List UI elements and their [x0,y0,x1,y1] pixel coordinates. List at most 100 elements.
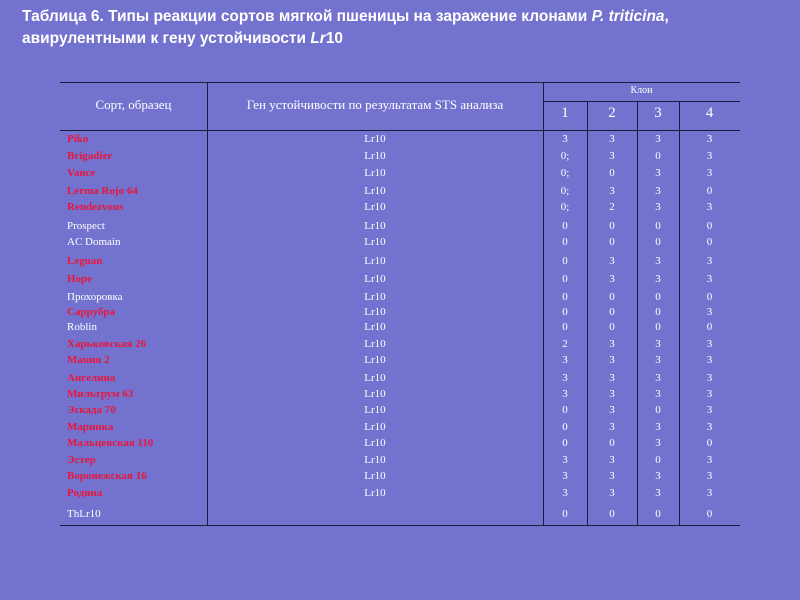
variety-name: Мальцевская 110 [67,437,154,449]
reaction-clone-1: 3 [562,354,568,366]
reaction-clone-1: 0; [560,185,570,197]
reaction-clone-1: 0 [562,306,568,318]
reaction-clone-2: 0 [609,306,615,318]
gene-cell: Lr10 [364,133,386,145]
column-divider [543,82,544,525]
gene-cell: Lr10 [364,321,386,333]
reaction-clone-3: 0 [655,306,661,318]
reaction-clone-4: 3 [706,201,713,213]
reaction-clone-4: 0 [706,437,713,449]
reaction-clone-3: 3 [655,372,661,384]
reaction-clone-1: 0 [562,404,568,416]
reaction-clone-4: 3 [706,487,713,499]
reaction-clone-2: 3 [609,421,615,433]
reaction-clone-3: 3 [655,437,661,449]
gene-cell: Lr10 [364,150,386,162]
reaction-clone-3: 3 [655,354,661,366]
reaction-clone-1: 0 [562,220,568,232]
reaction-clone-3: 3 [655,273,661,285]
reaction-clone-1: 3 [562,133,568,145]
variety-name: Мильтрум 63 [67,388,134,400]
variety-name: Brigadier [67,150,113,162]
reaction-clone-1: 0 [562,508,568,520]
header-variety: Сорт, образец [95,97,172,112]
gene-cell: Lr10 [364,487,386,499]
reaction-clone-1: 0 [562,437,568,449]
variety-name: Эскада 70 [67,404,116,416]
reaction-clone-3: 3 [655,167,661,179]
reaction-clone-4: 0 [706,508,713,520]
reaction-clone-4: 3 [706,306,713,318]
table-top-rule [60,82,740,83]
gene-cell: Lr10 [364,273,386,285]
reaction-clone-3: 3 [655,255,661,267]
reaction-clone-3: 0 [655,454,661,466]
reaction-clone-2: 0 [609,508,615,520]
reaction-clone-3: 0 [655,404,661,416]
gene-cell: Lr10 [364,404,386,416]
variety-name: Маринка [67,421,114,433]
reaction-clone-1: 3 [562,470,568,482]
reaction-clone-2: 3 [609,273,615,285]
reaction-clone-2: 0 [609,220,615,232]
gene-cell: Lr10 [364,388,386,400]
gene-cell: Lr10 [364,470,386,482]
reaction-clone-4: 3 [706,388,713,400]
reaction-clone-1: 3 [562,487,568,499]
reaction-clone-4: 3 [706,372,713,384]
reaction-clone-2: 0 [609,291,615,303]
reaction-clone-4: 3 [706,354,713,366]
gene-cell: Lr10 [364,437,386,449]
reaction-clone-1: 3 [562,372,568,384]
reaction-clone-2: 3 [609,487,615,499]
reaction-clone-1: 0 [562,273,568,285]
reaction-clone-2: 0 [609,167,615,179]
reaction-clone-1: 0; [560,201,570,213]
reaction-clone-4: 3 [706,150,713,162]
reaction-clone-2: 3 [609,185,615,197]
reaction-clone-2: 3 [609,354,615,366]
gene-cell: Lr10 [364,167,386,179]
reaction-clone-2: 3 [609,133,615,145]
gene-cell: Lr10 [364,255,386,267]
caption-text: 10 [325,30,344,47]
header-clone-2: 2 [608,105,616,121]
reaction-clone-2: 3 [609,404,615,416]
column-divider [679,101,680,525]
gene-cell: Lr10 [364,201,386,213]
reaction-clone-1: 3 [562,388,568,400]
reaction-clone-2: 3 [609,255,615,267]
reaction-clone-3: 0 [655,150,661,162]
reaction-clone-4: 3 [706,470,713,482]
reaction-clone-4: 0 [706,291,713,303]
variety-name: Мания 2 [67,354,110,366]
header-gene: Ген устойчивости по результатам STS анал… [246,97,504,112]
header-clone-1: 1 [561,105,569,121]
table-caption: Таблица 6. Типы реакции сортов мягкой пш… [22,6,782,50]
reaction-clone-3: 0 [655,220,661,232]
header-clone-4: 4 [705,105,714,121]
variety-name: Rendezvous [67,201,124,213]
reaction-clone-1: 0 [562,421,568,433]
caption-text: авирулентными к гену устойчивости [22,30,311,47]
reaction-clone-3: 3 [655,201,661,213]
reaction-clone-2: 2 [609,201,615,213]
reaction-clone-1: 0 [562,255,568,267]
reaction-clone-1: 3 [562,454,568,466]
variety-name: Lerma Rojo 64 [67,185,138,197]
reaction-clone-4: 3 [706,338,713,350]
reaction-clone-4: 3 [706,133,713,145]
gene-cell: Lr10 [364,185,386,197]
reaction-clone-2: 3 [609,150,615,162]
reaction-clone-2: 0 [609,321,615,333]
reaction-clone-2: 3 [609,388,615,400]
variety-name: Прохоровка [67,291,123,303]
variety-name: Vance [67,167,96,179]
variety-name: Эстер [67,454,96,466]
reaction-clone-3: 3 [655,388,661,400]
reaction-clone-3: 3 [655,421,661,433]
caption-text: , [664,8,669,25]
variety-name: Leguan [67,255,103,267]
reaction-clone-3: 0 [655,321,661,333]
reaction-clone-2: 0 [609,236,615,248]
